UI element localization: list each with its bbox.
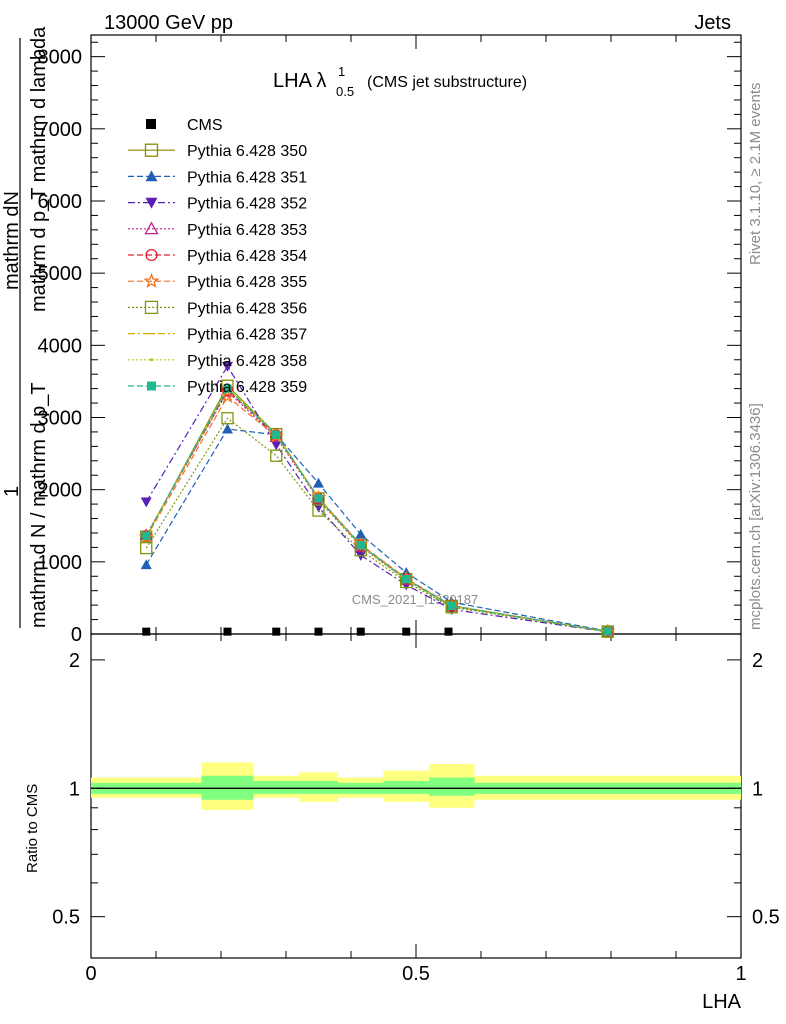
legend-label-4: Pythia 6.428 354 (187, 248, 307, 265)
rivet-label: Rivet 3.1.10, ≥ 2.1M events (747, 83, 764, 266)
legend-label-1: Pythia 6.428 351 (187, 169, 307, 186)
series-point-2 (140, 497, 152, 508)
ylabel-line-1: mathrm dN (1, 191, 23, 290)
series-point-9 (314, 494, 323, 503)
legend-label-5: Pythia 6.428 355 (187, 274, 307, 291)
svg-text:LHA λ: LHA λ (273, 70, 326, 92)
series-line-9 (145, 387, 608, 633)
mcplots-label: mcplots.cern.ch [arXiv:1306.3436] (747, 403, 764, 630)
series-point-1 (140, 559, 152, 570)
x-tick-label: 1 (735, 963, 746, 985)
header-right: Jets (694, 12, 731, 34)
series-line-7 (145, 387, 608, 633)
series-line-3 (145, 390, 608, 633)
data-point (272, 627, 281, 636)
series-point-1 (313, 477, 324, 488)
legend-marker-6 (144, 300, 159, 315)
ratio-band-inner (253, 781, 299, 794)
ratio-y-tick-label: 1 (69, 778, 80, 800)
legend-marker-9 (147, 381, 156, 391)
legend-label-data: CMS (187, 117, 223, 134)
legend-label-2: Pythia 6.428 352 (187, 196, 307, 213)
legend-marker-0 (144, 143, 159, 157)
data-point (402, 627, 411, 636)
series-point-1 (355, 528, 367, 539)
ylabel-line-4: mathrm d N / mathrm d p_T (28, 382, 50, 628)
series-point-9 (402, 575, 411, 584)
watermark: CMS_2021_I1920187 (352, 592, 479, 607)
legend-label-8: Pythia 6.428 358 (187, 353, 307, 370)
legend-marker-2 (145, 197, 158, 209)
plot-title: LHA λ 1 0.5 (CMS jet substructure) (273, 64, 527, 99)
y-tick-label: 8000 (38, 47, 83, 69)
ratio-band-inner (299, 781, 338, 794)
data-point (356, 627, 365, 636)
ylabel-line-3: 1 (1, 486, 23, 497)
legend-label-6: Pythia 6.428 356 (187, 300, 307, 317)
ratio-band-inner (383, 781, 429, 794)
x-tick-label: 0.5 (402, 963, 430, 985)
data-point (142, 627, 151, 636)
series-point-9 (272, 430, 281, 439)
y-tick-label: 0 (71, 624, 82, 646)
legend-marker-5 (143, 272, 160, 289)
series-point-6 (270, 449, 283, 462)
series-point-9 (603, 627, 612, 636)
series-line-8 (145, 386, 608, 633)
series-point-9 (223, 384, 232, 393)
x-axis-title: LHA (702, 991, 742, 1013)
title-sub: 0.5 (336, 84, 354, 99)
series-line-5 (145, 395, 608, 633)
ratio-y-tick-label: 2 (69, 650, 80, 672)
ratio-y-tick-label: 0.5 (52, 907, 80, 929)
series-line-1 (145, 428, 608, 632)
legend-label-7: Pythia 6.428 357 (187, 327, 307, 344)
series-point-9 (356, 541, 365, 550)
series-point-2 (270, 440, 282, 451)
y-tick-label: 1000 (38, 552, 83, 574)
title-tail: (CMS jet substructure) (367, 74, 527, 91)
y-axis-title-ratio: Ratio to CMS (24, 784, 41, 873)
series-line-6 (145, 417, 608, 633)
series-point-9 (447, 601, 456, 610)
series-point-9 (142, 531, 151, 540)
legend-marker-1 (145, 170, 158, 182)
legend-marker-data (146, 119, 156, 129)
series-point-2 (222, 361, 233, 372)
ratio-y-tick-label-right: 2 (752, 650, 763, 672)
y-axis-title-main: mathrm dN mathrm d p_T mathrm d lambda 1… (1, 26, 50, 628)
legend-label-3: Pythia 6.428 353 (187, 222, 307, 239)
title-main: LHA λ (273, 70, 326, 92)
y-tick-label: 2000 (38, 480, 83, 502)
ratio-band-inner (429, 777, 475, 796)
series-point-6 (140, 541, 153, 555)
legend-label-0: Pythia 6.428 350 (187, 143, 307, 160)
y-tick-label: 3000 (38, 407, 83, 429)
data-point (444, 627, 453, 636)
header-left: 13000 GeV pp (104, 12, 233, 34)
series-point-6 (312, 504, 325, 517)
y-tick-label: 5000 (38, 263, 83, 285)
series-point-6 (221, 412, 234, 425)
ratio-y-tick-label-right: 0.5 (752, 907, 780, 929)
y-tick-label: 7000 (38, 119, 83, 141)
chart-dynamic: 0 0.5 1 0 1000 2000 3000 4000 5000 6000 7000 8000 0.… (38, 35, 780, 985)
legend-marker-8 (149, 358, 154, 362)
series-point-6 (601, 625, 614, 638)
y-tick-label: 4000 (38, 335, 83, 357)
ratio-y-tick-label-right: 1 (752, 778, 763, 800)
ylabel-line-2: mathrm d p_T mathrm d lambda (28, 26, 50, 312)
x-tick-label: 0 (85, 963, 96, 985)
data-point (223, 627, 232, 636)
data-point (314, 627, 323, 636)
legend-label-9: Pythia 6.428 359 (187, 379, 307, 396)
title-sup: 1 (338, 64, 345, 79)
legend-marker-3 (144, 221, 159, 235)
series-point-1 (222, 423, 233, 434)
legend-marker-4 (145, 248, 158, 262)
y-tick-label: 6000 (38, 191, 83, 213)
